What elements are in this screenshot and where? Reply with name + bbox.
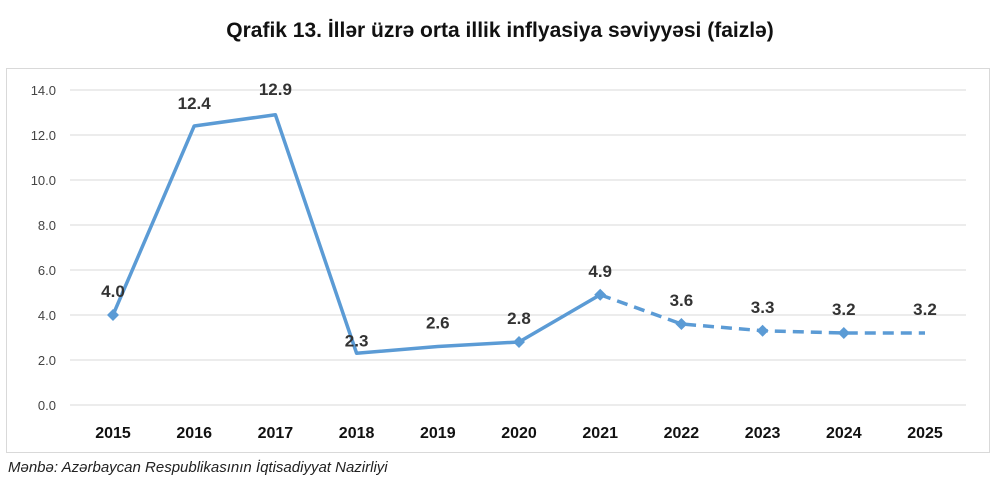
x-tick-label: 2023 <box>745 425 781 442</box>
data-point-marker <box>594 288 607 301</box>
x-tick-label: 2015 <box>95 425 131 442</box>
x-tick-label: 2017 <box>258 425 294 442</box>
y-tick-label: 8.0 <box>38 218 56 233</box>
data-point-marker <box>837 327 850 339</box>
data-point-marker <box>107 309 119 321</box>
x-tick-label: 2020 <box>501 425 537 442</box>
x-tick-label: 2024 <box>826 425 862 442</box>
y-tick-label: 2.0 <box>38 353 56 368</box>
y-tick-label: 12.0 <box>31 128 56 143</box>
data-label: 3.2 <box>913 300 937 319</box>
y-tick-label: 4.0 <box>38 308 56 323</box>
data-label: 3.6 <box>670 291 694 310</box>
x-tick-label: 2022 <box>664 425 700 442</box>
data-label: 3.2 <box>832 300 856 319</box>
y-tick-label: 10.0 <box>31 173 56 188</box>
x-tick-label: 2021 <box>582 425 618 442</box>
data-label: 12.4 <box>178 94 212 113</box>
data-label: 12.9 <box>259 80 292 99</box>
data-label: 3.3 <box>751 298 775 317</box>
data-point-marker <box>675 318 688 330</box>
data-point-marker <box>756 324 769 337</box>
y-tick-label: 6.0 <box>38 263 56 278</box>
x-tick-label: 2019 <box>420 425 456 442</box>
data-label: 2.8 <box>507 309 531 328</box>
data-point-marker <box>513 336 525 348</box>
data-label: 4.9 <box>588 262 612 281</box>
chart-title: Qrafik 13. İllər üzrə orta illik inflyas… <box>226 19 774 42</box>
y-tick-label: 14.0 <box>31 83 56 98</box>
data-label: 2.3 <box>345 331 369 350</box>
data-label: 4.0 <box>101 282 125 301</box>
data-label: 2.6 <box>426 314 450 333</box>
x-tick-label: 2016 <box>176 425 212 442</box>
x-tick-label: 2018 <box>339 425 375 442</box>
chart-frame <box>6 68 990 453</box>
source-note: Mənbə: Azərbaycan Respublikasının İqtisa… <box>8 459 388 476</box>
x-tick-label: 2025 <box>907 425 943 442</box>
y-tick-label: 0.0 <box>38 398 56 413</box>
